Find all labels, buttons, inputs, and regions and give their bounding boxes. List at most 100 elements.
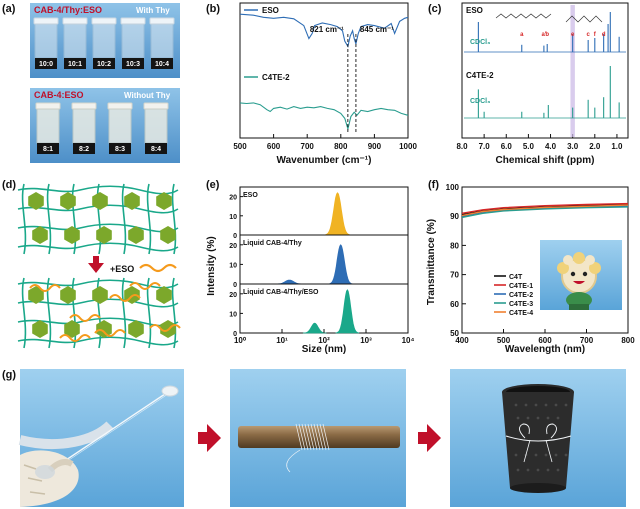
- tick-label-e: 0: [233, 331, 237, 338]
- add-eso-arrow: +ESO: [88, 256, 177, 274]
- series-line-b-0: [239, 13, 409, 48]
- crosslink-hexagon: [92, 192, 108, 210]
- transmittance-plot: 400 500 600 700 800 50 60 70 80 90 100: [446, 183, 636, 345]
- ylabel-e: Intensity (%): [206, 236, 217, 295]
- photo-fiber-drawing: [18, 369, 184, 507]
- annotation-821: 821 cm⁻¹: [310, 25, 344, 34]
- tick-label-f: 400: [455, 336, 469, 345]
- tick-label-f: 50: [450, 329, 459, 338]
- legend-b-c4te2: C4TE-2: [262, 73, 290, 82]
- with-thy-note: With Thy: [136, 6, 170, 15]
- subplot-title-e: Liquid CAB-4/Thy: [243, 240, 302, 247]
- crosslink-hexagon: [60, 286, 76, 304]
- vial: 10:1: [62, 17, 88, 69]
- tick-label-b: 900: [368, 142, 382, 151]
- legend-c-c4te2: C4TE-2: [466, 71, 494, 80]
- dls-peak: [324, 192, 351, 236]
- legend-label-f: C4TE-4: [509, 310, 533, 317]
- vial-label: 8:1: [43, 146, 53, 153]
- tick-label-f: 100: [446, 183, 460, 192]
- peak-letter: c: [586, 32, 590, 38]
- tick-label-b: 800: [334, 142, 348, 151]
- peak-letter: b: [545, 32, 549, 38]
- tick-label-f: 700: [580, 336, 594, 345]
- eso-chain: [29, 284, 61, 292]
- network-after: [17, 277, 181, 349]
- annotation-845: 845 cm⁻¹: [360, 25, 394, 34]
- panel-b-label: (b): [206, 3, 220, 15]
- tick-label-e: 10: [229, 214, 237, 221]
- vial-label: 10:2: [97, 61, 111, 68]
- plot-frame-c: [461, 2, 629, 139]
- eso-chain: [94, 329, 126, 337]
- eso-chain: [109, 294, 141, 302]
- tick-label-f: 90: [450, 212, 459, 221]
- tick-label-c: 4.0: [545, 142, 557, 151]
- peak-letter: f: [594, 32, 597, 38]
- series-line-f-3: [461, 206, 629, 219]
- tick-label-e: 20: [229, 195, 237, 202]
- eso-chain: [129, 282, 161, 290]
- panel-f-label: (f): [428, 179, 439, 191]
- tick-label-e: 10¹: [276, 336, 288, 345]
- tick-label-c: 8.0: [456, 142, 468, 151]
- tick-label-e: 10: [229, 262, 237, 269]
- vial-label: 10:1: [68, 61, 82, 68]
- eso-chain: [59, 334, 91, 342]
- subplot-title-e: Liquid CAB-4/Thy/ESO: [243, 289, 319, 296]
- panel-b: (b) 500 600 700 800 900 1000 ESO C4TE-2 821 cm⁻¹…: [206, 2, 417, 166]
- tick-label-f: 70: [450, 271, 459, 280]
- panel-e: (e) 0 10 20 ESO 0 10 20 Liquid CAB-4/Thy 0 10 20 Li…: [206, 179, 414, 355]
- tick-label-e: 20: [229, 243, 237, 250]
- dls-peak: [328, 244, 354, 285]
- dls-peak: [274, 279, 305, 285]
- subplot-frame-e: [239, 186, 409, 236]
- vials-bottom: 8:1 8:2 8:3 8:4: [35, 102, 169, 154]
- vial: 8:4: [143, 102, 169, 154]
- vial: 10:0: [33, 17, 59, 69]
- eso-chain: [149, 324, 181, 332]
- panel-c: (c) 8.0 7.0 6.0 5.0 4.0 3.0 2.0 1.0 ESO C4TE-2 CDC…: [428, 2, 629, 166]
- vial-label: 8:4: [151, 146, 161, 153]
- crosslink-hexagon: [32, 320, 48, 338]
- ftir-plot: 500 600 700 800 900 1000 ESO C4TE-2 821 cm⁻¹ 845 …: [233, 6, 417, 151]
- tick-label-f: 800: [621, 336, 635, 345]
- ylabel-f: Transmittance (%): [426, 219, 437, 305]
- crosslink-hexagon: [156, 286, 172, 304]
- photo-pen-holder: [450, 369, 626, 507]
- dls-peak: [335, 289, 360, 334]
- crosslink-hexagon: [28, 286, 44, 304]
- tick-label-c: 3.0: [567, 142, 579, 151]
- crosslink-hexagon: [96, 226, 112, 244]
- inset-photo-toy: [540, 240, 622, 310]
- crosslink-hexagon: [32, 226, 48, 244]
- tick-label-c: 6.0: [501, 142, 513, 151]
- panel-g: (g): [2, 369, 626, 507]
- tick-label-c: 7.0: [479, 142, 491, 151]
- vial: 8:2: [71, 102, 97, 154]
- eso-chain-icon: [139, 263, 177, 273]
- vial: 8:1: [35, 102, 61, 154]
- vial-label: 10:3: [126, 61, 140, 68]
- tick-label-e: 10: [229, 311, 237, 318]
- panel-a-label: (a): [2, 3, 16, 15]
- nmr-plot: 8.0 7.0 6.0 5.0 4.0 3.0 2.0 1.0 ESO C4TE-2 CDCl₃ CD…: [456, 5, 626, 151]
- tick-label-f: 600: [538, 336, 552, 345]
- legend-f: C4T C4TE-1 C4TE-2 C4TE-3 C4TE-4: [494, 274, 533, 317]
- crosslink-hexagon: [124, 192, 140, 210]
- without-thy-title: CAB-4:ESO: [34, 90, 84, 100]
- tick-label-b: 600: [267, 142, 281, 151]
- without-thy-note: Without Thy: [124, 91, 171, 100]
- crosslink-hexagon: [60, 192, 76, 210]
- eso-chain: [69, 314, 101, 322]
- molecule-icon: [495, 13, 552, 19]
- crosslink-hexagon: [28, 192, 44, 210]
- peak-letter: a': [542, 32, 547, 38]
- tick-label-f: 80: [450, 241, 459, 250]
- gloved-hand: [20, 450, 79, 507]
- series-line-b-1: [239, 102, 409, 132]
- solvent-label: CDCl₃: [470, 39, 490, 46]
- panel-d: (d) +ESO: [2, 179, 181, 349]
- crosslink-hexagon: [156, 192, 172, 210]
- vial: 10:3: [120, 17, 146, 69]
